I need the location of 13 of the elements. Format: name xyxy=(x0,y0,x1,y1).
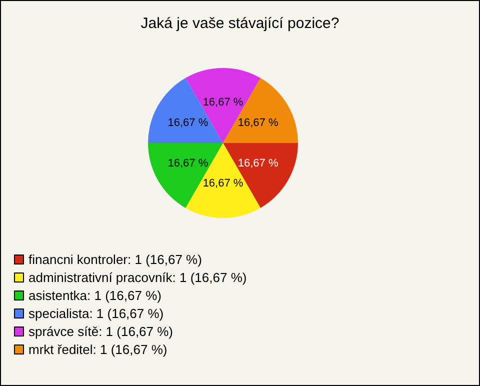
data-label: 16,67 % xyxy=(202,96,244,108)
data-label: 16,67 % xyxy=(238,116,278,129)
data-label: 16,67 % xyxy=(168,157,208,170)
legend-label: mrkt ředitel: 1 (16,67 %) xyxy=(28,342,168,357)
chart-title: Jaká je vaše stávající pozice? xyxy=(140,15,340,32)
data-label: 16,67 % xyxy=(202,178,244,190)
data-label: 16,67 % xyxy=(238,157,278,170)
legend-label: administrativní pracovník: 1 (16,67 %) xyxy=(28,270,247,285)
legend-label: financni kontroler: 1 (16,67 %) xyxy=(28,252,202,267)
legend-label: asistentka: 1 (16,67 %) xyxy=(28,288,162,303)
legend-label: správce sítě: 1 (16,67 %) xyxy=(28,324,174,339)
legend-label: specialista: 1 (16,67 %) xyxy=(28,306,164,321)
data-label: 16,67 % xyxy=(168,116,208,129)
